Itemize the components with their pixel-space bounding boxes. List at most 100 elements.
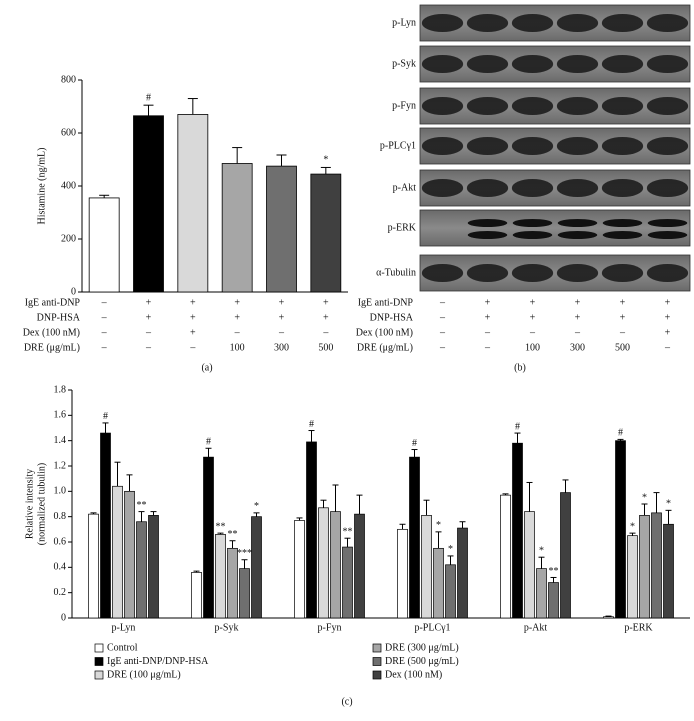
blot-band <box>466 179 509 197</box>
y-tick-label: 800 <box>61 74 76 85</box>
blot-band <box>421 137 464 155</box>
blot-strip <box>419 209 691 247</box>
bar <box>603 616 614 619</box>
condition-value: + <box>323 297 329 308</box>
y-axis-label: (normalized tubulin) <box>36 463 47 545</box>
bar <box>112 485 123 619</box>
blot-band <box>602 219 643 227</box>
bar <box>342 546 353 619</box>
condition-value: + <box>190 327 196 338</box>
blot-band <box>511 14 554 32</box>
condition-value: + <box>665 312 671 323</box>
annotation: * <box>436 520 441 531</box>
y-tick-label: 1.0 <box>54 486 67 497</box>
condition-value: + <box>234 312 240 323</box>
annotation: *** <box>237 548 252 559</box>
bar <box>397 528 408 619</box>
panel-label: (a) <box>201 362 212 373</box>
annotation: * <box>630 521 635 532</box>
annotation: * <box>323 155 328 166</box>
condition-value: – <box>484 327 491 338</box>
condition-label: Dex (100 nM) <box>23 327 80 338</box>
bar <box>88 197 120 293</box>
annotation: # <box>412 438 417 449</box>
blot-band <box>556 55 599 73</box>
bar <box>227 547 238 619</box>
bar <box>354 513 365 619</box>
x-tick-label: p-Fyn <box>318 622 342 633</box>
blot-band <box>511 179 554 197</box>
condition-value: – <box>322 327 329 338</box>
blot-label: p-Fyn <box>392 100 416 111</box>
legend-swatch <box>372 643 382 653</box>
condition-value: + <box>530 312 536 323</box>
annotation: ** <box>137 500 147 511</box>
bar <box>500 494 511 619</box>
blot-band <box>601 137 644 155</box>
bar <box>639 515 650 619</box>
bar <box>421 515 432 619</box>
condition-value: + <box>190 312 196 323</box>
bar <box>615 440 626 619</box>
bar <box>433 547 444 619</box>
blot-band <box>511 264 554 282</box>
blot-band <box>421 14 464 32</box>
condition-value: + <box>190 297 196 308</box>
blot-band <box>421 264 464 282</box>
blot-band <box>466 14 509 32</box>
condition-value: + <box>665 327 671 338</box>
condition-value: + <box>530 297 536 308</box>
condition-value: – <box>101 297 108 308</box>
y-tick-label: 0 <box>71 286 76 297</box>
blot-band <box>601 97 644 115</box>
blot-label: p-Lyn <box>392 17 416 28</box>
blot-label: p-Syk <box>392 58 416 69</box>
blot-band <box>646 55 689 73</box>
bar <box>221 163 253 293</box>
blot-band <box>511 137 554 155</box>
condition-value: + <box>279 297 285 308</box>
y-tick-label: 200 <box>61 233 76 244</box>
blot-band <box>601 179 644 197</box>
blot-band <box>556 97 599 115</box>
bar <box>310 173 342 293</box>
condition-label: DRE (μg/mL) <box>357 342 413 353</box>
x-tick-label: p-Akt <box>524 622 548 633</box>
condition-label: DNP-HSA <box>37 312 81 323</box>
blot-band <box>647 219 688 227</box>
legend-label: DRE (500 μg/mL) <box>385 656 459 667</box>
blot-strip <box>419 127 691 165</box>
blot-band <box>512 231 553 239</box>
annotation: # <box>146 92 151 103</box>
blot-band <box>646 14 689 32</box>
blot-band <box>557 231 598 239</box>
annotation: * <box>642 492 647 503</box>
blot-strip <box>419 45 691 83</box>
condition-value: – <box>574 327 581 338</box>
condition-label: Dex (100 nM) <box>356 327 413 338</box>
condition-value: – <box>189 342 196 353</box>
blot-band <box>601 14 644 32</box>
blot-band <box>467 219 508 227</box>
annotation: * <box>448 544 453 555</box>
blot-label: α-Tubulin <box>376 267 416 278</box>
y-tick-label: 1.6 <box>54 410 67 421</box>
bar <box>457 527 468 619</box>
legend-label: Control <box>107 642 138 653</box>
condition-value: 500 <box>318 342 333 353</box>
y-tick-label: 0.4 <box>54 562 67 573</box>
condition-label: IgE anti-DNP <box>25 297 81 308</box>
y-tick-label: 0 <box>61 612 66 623</box>
blot-band <box>466 55 509 73</box>
y-tick-label: 1.2 <box>54 460 67 471</box>
annotation: * <box>254 501 259 512</box>
bar <box>651 512 662 619</box>
y-axis-label: Histamine (ng/mL) <box>36 148 47 225</box>
x-tick-label: p-Syk <box>215 622 239 633</box>
condition-value: + <box>146 312 152 323</box>
condition-value: 100 <box>230 342 245 353</box>
blot-band <box>556 264 599 282</box>
condition-value: 500 <box>615 342 630 353</box>
bar <box>524 511 535 619</box>
condition-value: + <box>485 297 491 308</box>
